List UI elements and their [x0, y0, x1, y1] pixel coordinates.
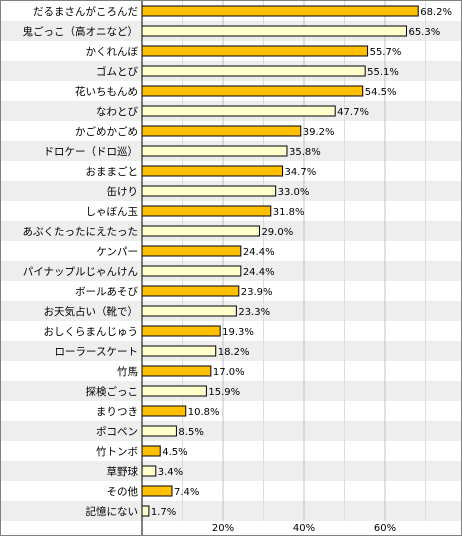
- value-label: 55.1%: [367, 67, 399, 78]
- row-background: [1, 381, 461, 401]
- value-label: 24.4%: [243, 267, 275, 278]
- category-label: パイナップルじゃんけん: [23, 266, 138, 278]
- bar: [141, 365, 212, 377]
- value-label: 34.7%: [285, 167, 317, 178]
- category-label: おしくらまんじゅう: [44, 326, 139, 338]
- category-label: ドロケー（ドロ巡）: [44, 146, 139, 158]
- bar: [141, 25, 407, 37]
- bar: [141, 165, 284, 177]
- bar: [141, 325, 221, 337]
- category-label: お天気占い（靴で）: [44, 305, 139, 318]
- value-label: 55.7%: [370, 47, 402, 58]
- value-label: 15.9%: [208, 387, 240, 398]
- category-label: あぶくたったにえたった: [23, 226, 139, 238]
- value-label: 1.7%: [151, 507, 176, 518]
- category-label: 缶けり: [107, 185, 139, 198]
- bar: [141, 285, 240, 297]
- bar: [141, 385, 207, 397]
- bar: [141, 205, 272, 217]
- value-label: 47.7%: [337, 107, 369, 118]
- category-label: おままごと: [86, 165, 139, 178]
- bar: [141, 405, 187, 417]
- bar: [141, 245, 242, 257]
- category-label: ケンパー: [96, 246, 138, 258]
- row-background: [1, 341, 461, 361]
- category-label: 竹馬: [117, 365, 138, 378]
- value-label: 23.3%: [238, 307, 270, 318]
- category-label: かごめかごめ: [75, 125, 138, 138]
- bar: [141, 345, 217, 357]
- value-label: 31.8%: [273, 207, 305, 218]
- value-label: 39.2%: [303, 127, 335, 138]
- value-label: 19.3%: [222, 327, 254, 338]
- category-label: 鬼ごっこ（高オニなど）: [23, 25, 139, 38]
- value-label: 24.4%: [243, 247, 275, 258]
- category-label: しゃぼん玉: [86, 206, 139, 218]
- row-background: [1, 421, 461, 441]
- value-label: 18.2%: [218, 347, 250, 358]
- category-label: 記憶にない: [86, 505, 139, 518]
- category-label: ボールあそび: [75, 286, 138, 298]
- category-label: ゴムとび: [96, 65, 138, 78]
- bar: [141, 305, 237, 317]
- value-label: 4.5%: [162, 447, 187, 458]
- x-tick-label: 40%: [293, 523, 315, 534]
- category-label: だるまさんがころんだ: [33, 5, 138, 18]
- row-background: [1, 461, 461, 481]
- value-label: 10.8%: [188, 407, 220, 418]
- category-label: その他: [107, 485, 139, 498]
- category-label: 探検ごっこ: [86, 385, 139, 398]
- bar: [141, 45, 369, 57]
- category-label: なわとび: [96, 106, 138, 118]
- bar: [141, 145, 288, 157]
- row-background: [1, 501, 461, 521]
- bar: [141, 185, 277, 197]
- category-label: 竹トンボ: [96, 445, 138, 458]
- value-label: 68.2%: [420, 7, 452, 18]
- bar: [141, 5, 419, 17]
- category-label: まりつき: [96, 406, 138, 418]
- x-tick-label: 20%: [212, 523, 234, 534]
- bar: [141, 105, 336, 117]
- x-tick-label: 60%: [374, 523, 396, 534]
- value-label: 8.5%: [178, 427, 203, 438]
- bar: [141, 465, 157, 477]
- bar: [141, 485, 173, 497]
- value-label: 35.8%: [289, 147, 321, 158]
- category-label: ローラースケート: [55, 346, 138, 358]
- category-label: 草野球: [107, 465, 139, 478]
- bar: [141, 445, 161, 457]
- value-label: 3.4%: [158, 467, 183, 478]
- bar: [141, 265, 242, 277]
- value-label: 29.0%: [261, 227, 293, 238]
- value-label: 65.3%: [408, 27, 440, 38]
- bar: [141, 425, 177, 437]
- bar: [141, 505, 150, 517]
- category-label: かくれんぼ: [86, 46, 139, 58]
- value-label: 7.4%: [174, 487, 199, 498]
- value-label: 17.0%: [213, 367, 245, 378]
- bar: [141, 225, 260, 237]
- value-label: 54.5%: [365, 87, 397, 98]
- category-label: 花いちもんめ: [75, 85, 138, 98]
- bar: [141, 125, 302, 137]
- value-label: 23.9%: [241, 287, 273, 298]
- category-label: ポコペン: [96, 426, 138, 438]
- bar: [141, 85, 364, 97]
- bar: [141, 65, 366, 77]
- value-label: 33.0%: [278, 187, 310, 198]
